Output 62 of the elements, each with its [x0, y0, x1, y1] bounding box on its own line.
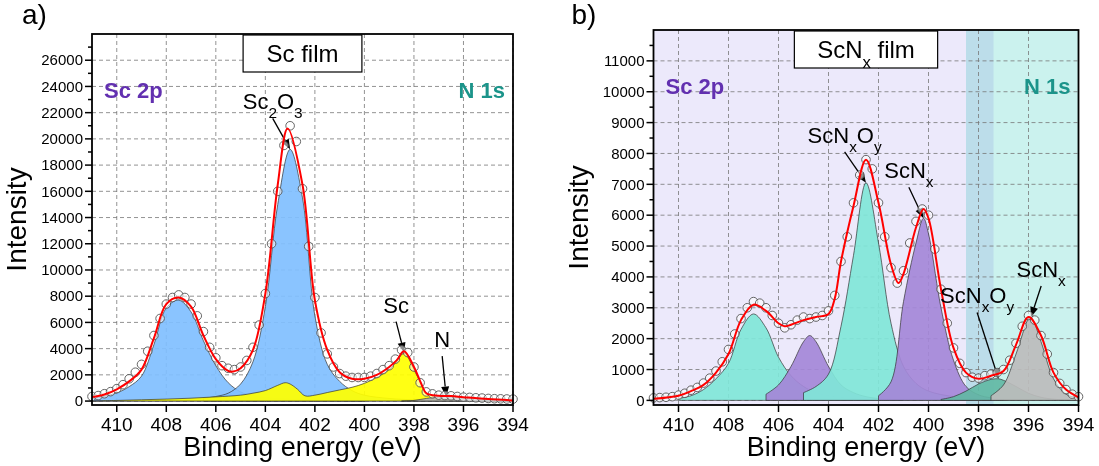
x-tick-label: 408	[150, 414, 183, 435]
y-tick-label: 6000	[611, 206, 645, 224]
y-tick-label: 4000	[611, 268, 645, 286]
annotation: ScN$_{x}$	[1016, 257, 1067, 289]
y-tick-label: 2000	[49, 366, 83, 384]
text: b)	[571, 0, 597, 30]
y-tick-label: 8000	[611, 144, 645, 162]
x-tick-label: 398	[962, 414, 995, 435]
x-tick-label: 396	[447, 414, 480, 435]
y-axis-title: Intensity	[1, 167, 32, 272]
x-tick-label: 394	[497, 414, 530, 435]
chart-title: Sc film	[266, 40, 339, 67]
annotation: Sc 2p	[104, 78, 163, 103]
y-tick-label: 20000	[41, 130, 83, 148]
x-tick-label: 408	[712, 414, 745, 435]
y-tick-label: 1000	[611, 360, 645, 378]
chart-title: ScN$_{x}$ film	[817, 36, 915, 72]
x-tick-label: 400	[912, 414, 945, 435]
y-tick-label: 26000	[41, 51, 83, 69]
y-tick-label: 12000	[41, 235, 83, 252]
annotation: N	[434, 327, 451, 353]
x-tick-label: 406	[762, 414, 795, 435]
y-tick-label: 10000	[602, 82, 645, 100]
x-tick-label: 410	[662, 414, 695, 435]
annotation: Sc 2p	[665, 74, 725, 99]
y-tick-label: 2000	[611, 329, 645, 347]
annotation: ScN$_{x}$O$_{y}$	[807, 122, 882, 155]
annotation: N 1s	[1024, 74, 1071, 99]
annotation: N 1s	[458, 78, 505, 103]
y-tick-label: 18000	[41, 156, 83, 174]
y-tick-label: 9000	[611, 113, 645, 131]
annotation: Sc$_{2}$O$_{3}$	[242, 89, 303, 121]
x-tick-label: 402	[862, 414, 895, 435]
y-tick-label: 4000	[49, 339, 83, 357]
y-tick-label: 10000	[41, 261, 83, 279]
x-tick-label: 400	[348, 414, 381, 435]
y-tick-label: 16000	[41, 182, 83, 200]
y-tick-label: 5000	[611, 237, 645, 255]
y-tick-label: 0	[636, 391, 645, 409]
x-tick-label: 404	[249, 414, 282, 435]
x-tick-label: 394	[1062, 414, 1095, 435]
y-tick-label: 3000	[611, 299, 645, 317]
y-axis-title: Intensity	[562, 165, 594, 270]
y-tick-label: 24000	[41, 77, 83, 95]
x-axis-title: Binding energy (eV)	[746, 432, 986, 462]
y-tick-label: 14000	[41, 208, 83, 226]
y-tick-label: 11000	[603, 52, 645, 70]
annotation: ScN$_{x}$	[884, 158, 934, 190]
y-tick-label: 22000	[41, 103, 83, 121]
y-tick-label: 7000	[611, 175, 645, 193]
y-tick-label: 8000	[49, 287, 83, 305]
x-tick-label: 404	[812, 414, 845, 435]
x-tick-label: 406	[199, 414, 232, 435]
y-tick-label: 0	[74, 392, 83, 410]
y-tick-label: 6000	[49, 313, 83, 331]
text: a)	[22, 0, 47, 30]
x-tick-label: 396	[1012, 414, 1045, 435]
x-tick-label: 402	[299, 414, 331, 435]
x-axis-title: Binding energy (eV)	[183, 432, 422, 462]
annotation: Sc	[383, 292, 409, 318]
x-tick-label: 410	[100, 414, 133, 435]
x-tick-label: 398	[398, 414, 430, 435]
